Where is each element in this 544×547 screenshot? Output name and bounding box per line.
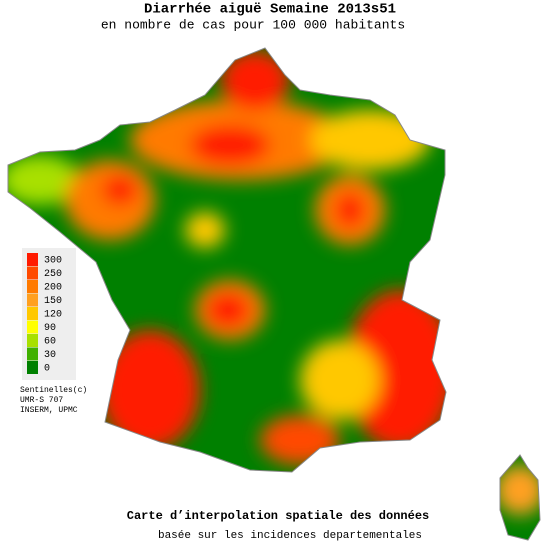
legend-label: 90: [44, 323, 56, 334]
legend-swatch: [27, 361, 38, 374]
title: Diarrhée aiguë Semaine 2013s51: [144, 2, 396, 18]
legend-swatch: [27, 280, 38, 293]
legend-label: 0: [44, 364, 50, 375]
country-border: [7, 47, 541, 541]
footer-title: Carte d’interpolation spatiale des donné…: [127, 509, 429, 523]
legend-swatch: [27, 334, 38, 347]
legend-label: 30: [44, 350, 56, 361]
legend-swatch: [27, 266, 38, 280]
legend-label: 60: [44, 337, 56, 348]
footer-subtitle: basée sur les incidences departementales: [158, 530, 422, 542]
subtitle: en nombre de cas pour 100 000 habitants: [101, 17, 405, 32]
legend-label: 150: [44, 296, 62, 307]
legend-swatch: [27, 293, 38, 307]
legend-label: 300: [44, 256, 62, 267]
legend-label: 120: [44, 310, 62, 321]
legend-swatch: [27, 253, 38, 266]
credit-line: UMR-S 707: [20, 396, 63, 405]
legend-label: 250: [44, 269, 62, 280]
credit-line: INSERM, UPMC: [20, 406, 78, 415]
legend-label: 200: [44, 283, 62, 294]
legend-swatch: [27, 347, 38, 361]
legend-swatch: [27, 320, 38, 334]
credit-line: Sentinelles(c): [20, 386, 87, 395]
legend-swatch: [27, 307, 38, 320]
